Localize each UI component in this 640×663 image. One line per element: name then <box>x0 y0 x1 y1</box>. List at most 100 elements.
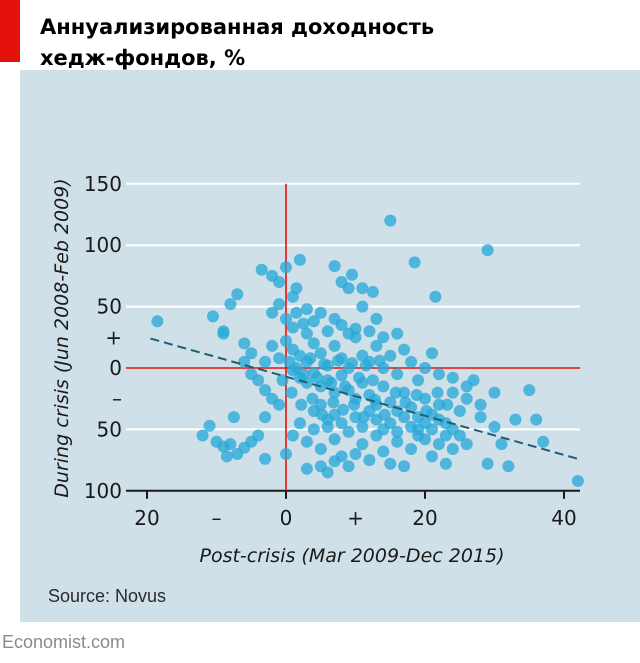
scatter-point <box>346 268 358 281</box>
scatter-point <box>314 443 327 455</box>
y-tick-label: 100 <box>84 233 122 257</box>
scatter-point <box>356 282 369 295</box>
scatter-point <box>405 420 418 433</box>
scatter-point <box>328 433 341 446</box>
scatter-point <box>474 398 487 411</box>
scatter-point <box>398 386 411 399</box>
y-tick-label: – <box>112 387 122 411</box>
scatter-point <box>366 285 379 298</box>
scatter-point <box>353 371 365 384</box>
scatter-point <box>273 276 286 288</box>
scatter-point <box>488 386 501 399</box>
scatter-point <box>363 325 376 338</box>
scatter-point <box>384 417 397 430</box>
scatter-point <box>373 354 386 367</box>
scatter-point <box>357 411 370 424</box>
scatter-point <box>203 419 216 432</box>
scatter-point <box>307 337 320 350</box>
scatter-point <box>325 376 338 389</box>
scatter-point <box>431 386 444 399</box>
scatter-point <box>335 369 348 382</box>
scatter-point <box>460 438 473 451</box>
footer <box>0 622 640 663</box>
scatter-point <box>474 411 487 424</box>
chart-title-line-2: хедж-фондов, % <box>40 46 246 70</box>
scatter-point <box>314 347 327 360</box>
scatter-point <box>316 408 329 421</box>
scatter-point <box>377 380 390 393</box>
y-tick-label: 100 <box>84 479 122 503</box>
x-tick-label: 20 <box>134 506 159 530</box>
scatter-point <box>297 317 310 330</box>
scatter-point <box>335 417 348 430</box>
scatter-point <box>370 312 383 325</box>
scatter-point <box>266 306 279 319</box>
scatter-point <box>377 331 390 344</box>
scatter-point <box>280 335 292 347</box>
scatter-point <box>356 420 369 433</box>
scatter-point <box>378 408 391 421</box>
scatter-point <box>231 448 244 460</box>
scatter-point <box>488 420 501 433</box>
scatter-point <box>412 374 425 387</box>
scatter-point <box>391 425 404 438</box>
scatter-point <box>314 398 327 411</box>
scatter-point <box>530 413 543 426</box>
scatter-point <box>304 352 317 365</box>
chart-title: Аннуализированная доходность хедж-фондов… <box>40 12 434 74</box>
scatter-point <box>349 448 362 460</box>
scatter-point <box>481 457 494 470</box>
scatter-point <box>266 339 279 352</box>
scatter-point <box>300 327 313 340</box>
scatter-point <box>446 423 459 436</box>
scatter-point <box>286 429 299 442</box>
y-axis-label: During crisis (Jun 2008-Feb 2009) <box>51 178 73 497</box>
scatter-point <box>280 261 292 274</box>
scatter-point <box>328 260 341 273</box>
scatter-point <box>348 398 361 411</box>
scatter-point <box>523 384 536 397</box>
scatter-point <box>391 368 404 381</box>
scatter-point <box>259 355 272 368</box>
scatter-point <box>439 457 452 470</box>
scatter-point <box>327 396 340 409</box>
scatter-point <box>369 393 381 406</box>
scatter-point <box>419 362 431 374</box>
scatter-point <box>314 306 327 319</box>
scatter-point <box>432 368 445 381</box>
scatter-point <box>359 359 372 372</box>
scatter-point <box>220 450 233 463</box>
scatter-point <box>398 460 411 473</box>
brand-red-tab <box>0 0 20 62</box>
y-tick-label: 0 <box>109 356 122 380</box>
scatter-point <box>273 298 286 311</box>
scatter-point <box>307 423 320 436</box>
scatter-point <box>300 435 313 448</box>
scatter-point <box>509 413 522 426</box>
scatter-point <box>332 354 345 367</box>
scatter-point <box>255 263 268 276</box>
scatter-point <box>346 357 358 370</box>
scatter-point <box>426 423 438 436</box>
scatter-point <box>328 339 341 352</box>
trend-line <box>150 337 579 460</box>
scatter-point <box>342 425 355 438</box>
scatter-point <box>297 368 310 381</box>
y-tick-label: 50 <box>97 417 122 441</box>
scatter-point <box>321 325 334 338</box>
chart-title-line-1: Аннуализированная доходность <box>40 15 435 39</box>
scatter-point <box>405 443 418 455</box>
scatter-point <box>467 374 480 387</box>
scatter-point <box>446 443 459 455</box>
scatter-point <box>356 438 369 451</box>
x-tick-label: 40 <box>551 506 576 530</box>
scatter-point <box>339 380 352 393</box>
scatter-point <box>293 253 306 266</box>
scatter-point <box>420 405 433 417</box>
scatter-point <box>311 371 324 384</box>
y-tick-label: 50 <box>97 295 122 319</box>
chart-header: Аннуализированная доходность хедж-фондов… <box>0 0 640 70</box>
scatter-point <box>349 411 362 424</box>
scatter-point <box>286 321 299 334</box>
scatter-point <box>245 347 258 360</box>
